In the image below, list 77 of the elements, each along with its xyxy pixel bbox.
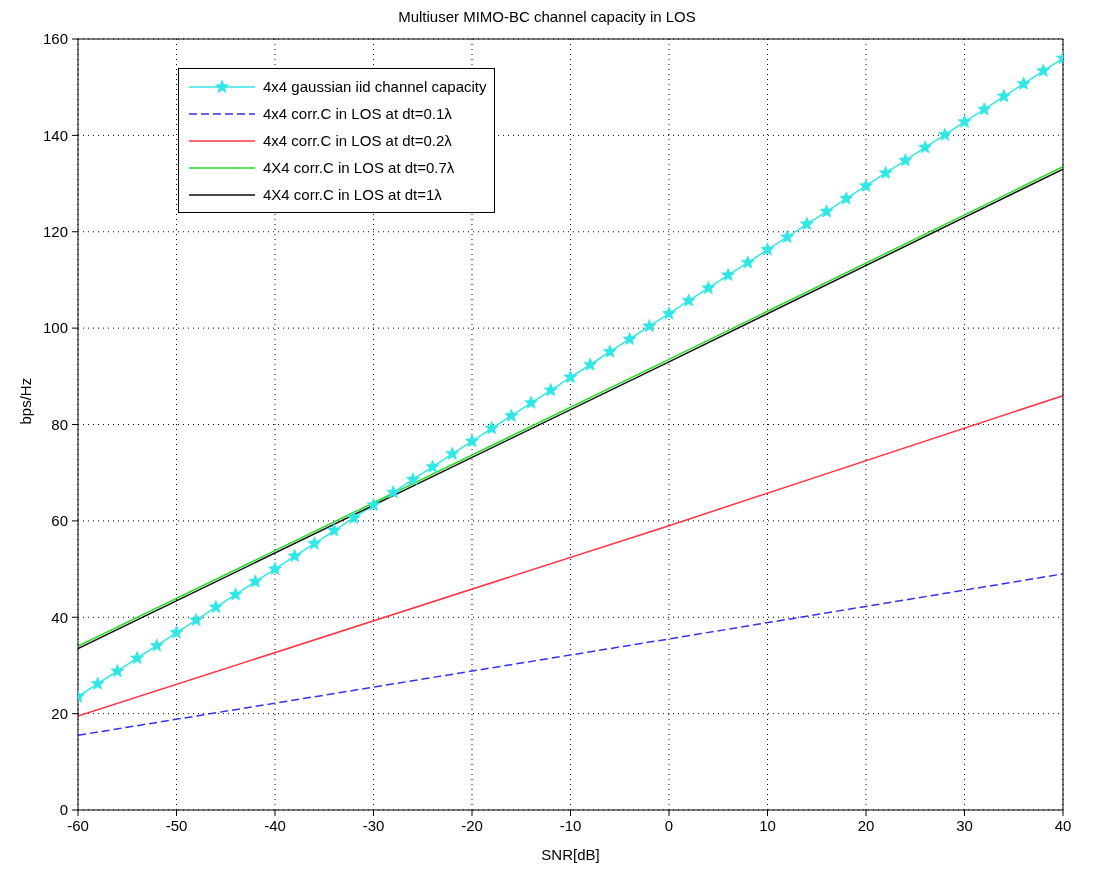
x-tick-label: 20 (857, 816, 875, 834)
point (366, 497, 381, 511)
chart-title: Multiuser MIMO-BC channel capacity in LOS (397, 8, 697, 27)
x-axis-title: SNR[dB] (541, 846, 600, 863)
x-tick-label: -10 (559, 816, 582, 834)
point (996, 89, 1011, 103)
point (1016, 76, 1031, 90)
point (465, 434, 479, 448)
y-tick-label: 60 (51, 512, 68, 530)
point (287, 548, 302, 562)
y-tick-label: 40 (51, 608, 68, 626)
point (228, 587, 243, 601)
point (149, 638, 164, 652)
x-tick-label: -50 (165, 816, 188, 834)
point (90, 676, 105, 690)
point (681, 293, 696, 307)
x-tick-label: -60 (67, 816, 89, 834)
point (859, 178, 873, 192)
point (268, 561, 282, 575)
point (878, 165, 893, 179)
point (898, 153, 913, 167)
point (839, 191, 854, 205)
point (346, 510, 361, 524)
point (524, 395, 539, 409)
point (602, 344, 617, 358)
x-tick-label: 0 (664, 816, 674, 834)
point (484, 421, 499, 435)
point (721, 267, 736, 282)
point (208, 599, 223, 614)
y-tick-label: 120 (42, 223, 68, 241)
point (189, 612, 204, 627)
point (563, 370, 578, 384)
point (425, 459, 440, 473)
point (110, 663, 125, 678)
point (543, 383, 558, 397)
point (957, 114, 972, 128)
x-tick-label: -40 (264, 816, 286, 834)
point (662, 306, 676, 320)
point (386, 485, 401, 499)
legend-label: 4X4 corr.C in LOS at dt=1λ (263, 186, 442, 203)
y-tick-label: 160 (42, 30, 68, 48)
y-axis-title: bps/Hz (17, 377, 35, 425)
legend-label: 4x4 corr.C in LOS at dt=0.1λ (263, 105, 452, 122)
legend-label: 4x4 corr.C in LOS at dt=0.2λ (263, 132, 452, 149)
point (819, 204, 834, 218)
x-tick-label: -30 (362, 816, 385, 834)
point (918, 140, 933, 154)
y-tick-label: 100 (42, 319, 68, 337)
point (977, 102, 992, 116)
point (405, 472, 420, 486)
point (780, 229, 795, 243)
point (740, 255, 755, 269)
point (307, 536, 322, 550)
point (622, 331, 637, 346)
point (327, 523, 342, 537)
y-tick-label: 20 (51, 704, 68, 722)
legend-label: 4X4 corr.C in LOS at dt=0.7λ (263, 159, 455, 176)
x-tick-label: 10 (759, 816, 776, 834)
point (445, 446, 460, 460)
x-tick-label: 40 (1054, 816, 1072, 834)
point (701, 280, 716, 295)
point (583, 357, 598, 371)
point (760, 242, 775, 256)
point (1036, 63, 1051, 77)
legend-label: 4x4 gaussian iid channel capacity (263, 78, 487, 95)
y-tick-label: 140 (42, 126, 68, 144)
y-tick-label: 80 (51, 415, 68, 433)
point (169, 625, 184, 639)
point (130, 650, 145, 665)
x-tick-label: 30 (956, 816, 973, 834)
point (248, 574, 263, 588)
point (937, 127, 952, 141)
y-tick-label: 0 (59, 801, 68, 819)
point (504, 408, 519, 422)
x-tick-label: -20 (461, 816, 483, 834)
point (642, 318, 657, 333)
point (799, 216, 814, 230)
